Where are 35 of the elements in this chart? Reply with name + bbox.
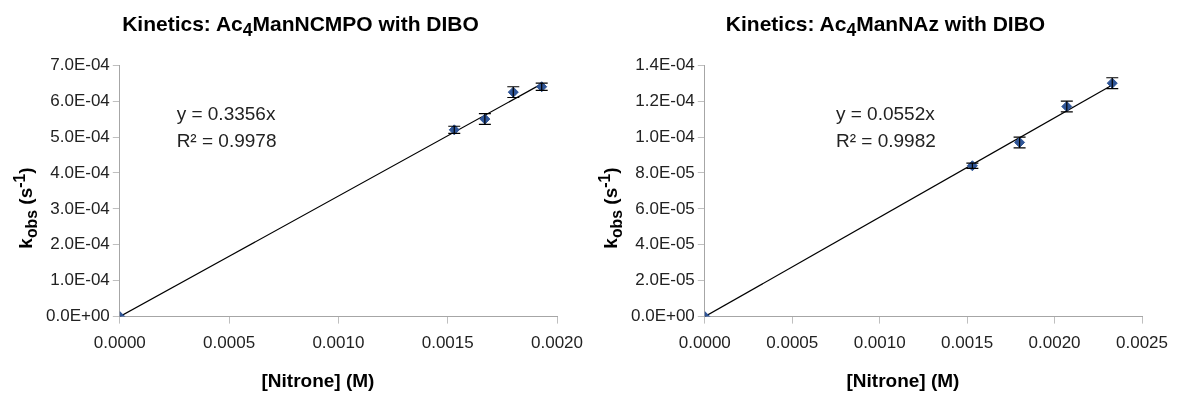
x-tick-label: 0.0010 <box>312 333 365 353</box>
y-tick-label: 2.0E-05 <box>635 270 695 290</box>
annotation: y = 0.0552x <box>835 103 936 125</box>
y-tick-label: 8.0E-05 <box>635 162 695 182</box>
x-tick-label: 0.0005 <box>766 333 819 353</box>
y-tick-label: 1.0E-04 <box>635 126 695 146</box>
x-tick-label: 0.0005 <box>203 333 256 353</box>
x-axis-title: [Nitrone] (M) <box>260 370 376 392</box>
y-tick-label: 0.0E+00 <box>46 306 110 326</box>
chart-title: Kinetics: Ac$_{4}$ManNAz with DIBO <box>724 12 1047 42</box>
x-tick-label: 0.0015 <box>941 333 994 353</box>
y-tick-label: 5.0E-04 <box>50 126 110 146</box>
x-tick-label: 0.0020 <box>531 333 583 353</box>
annotation: R² = 0.9982 <box>835 130 936 152</box>
x-tick-label: 0.0000 <box>678 333 731 353</box>
y-tick-label: 6.0E-04 <box>50 90 110 110</box>
y-tick-label: 6.0E-05 <box>635 198 695 218</box>
x-axis-title: [Nitrone] (M) <box>845 370 961 392</box>
annotation: y = 0.3356x <box>176 103 276 125</box>
x-tick-label: 0.0010 <box>853 333 906 353</box>
y-tick-label: 1.2E-04 <box>635 90 695 110</box>
y-tick-label: 3.0E-04 <box>50 198 110 218</box>
y-tick-label: 7.0E-04 <box>50 54 110 74</box>
annotation: R² = 0.9978 <box>176 130 277 152</box>
y-tick-label: 1.4E-04 <box>635 54 695 74</box>
x-tick-label: 0.0015 <box>421 333 474 353</box>
chart-title: Kinetics: Ac$_{4}$ManNCMPO with DIBO <box>121 12 480 42</box>
x-tick-label: 0.0025 <box>1116 333 1168 353</box>
y-tick-label: 0.0E+00 <box>631 306 695 326</box>
y-tick-label: 4.0E-05 <box>635 234 695 254</box>
x-tick-label: 0.0020 <box>1028 333 1081 353</box>
y-tick-label: 2.0E-04 <box>50 234 110 254</box>
y-tick-label: 1.0E-04 <box>50 270 110 290</box>
x-tick-label: 0.0000 <box>93 333 146 353</box>
y-tick-label: 4.0E-04 <box>50 162 110 182</box>
